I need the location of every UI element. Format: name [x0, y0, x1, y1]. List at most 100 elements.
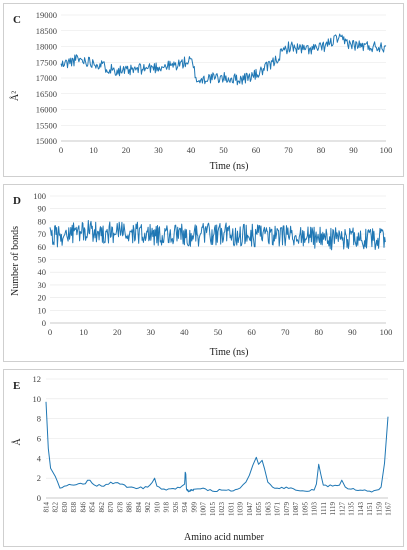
chart-e-xtick: 878 [116, 502, 124, 513]
chart-e-xtick: 1159 [375, 502, 383, 516]
chart-d-ytick: 50 [38, 255, 47, 265]
chart-e-ytick: 4 [37, 453, 42, 463]
chart-c-xtick: 80 [317, 145, 326, 155]
chart-e-xtick: 1079 [283, 502, 291, 517]
chart-c-xtick: 40 [187, 145, 196, 155]
chart-d-ytick: 80 [38, 216, 47, 226]
chart-e-xtick: 1023 [218, 502, 226, 517]
chart-d-ylabel: Number of bonds [10, 226, 21, 296]
chart-e-xtick: 862 [98, 502, 106, 513]
chart-e-xtick: 870 [107, 502, 115, 513]
chart-e-xtick: 1127 [338, 502, 346, 516]
chart-e-xtick: 918 [163, 502, 171, 513]
chart-e-xtick: 999 [190, 502, 198, 513]
chart-panel-c: C Å² Time (ns) 15000 15500 16000 16500 17000… [3, 3, 404, 177]
chart-c-xtick: 0 [59, 145, 63, 155]
chart-e-xtick: 1087 [292, 502, 300, 517]
chart-e-xtick: 894 [135, 502, 143, 513]
chart-c-panel-label: C [13, 14, 21, 26]
chart-e-xtick: 902 [144, 502, 152, 513]
chart-panel-e: E Å Amino acid number 0 2 4 6 8 10 12 814 822 830… [3, 369, 404, 547]
chart-d-ytick: 40 [38, 267, 47, 277]
chart-e-ytick: 0 [37, 493, 41, 503]
chart-c-xtick: 10 [89, 145, 98, 155]
chart-e-xtick: 910 [153, 502, 161, 513]
chart-e-xtick: 830 [61, 502, 69, 513]
chart-e-xtick: 1151 [366, 502, 374, 516]
chart-e-xtick: 1071 [274, 502, 282, 517]
chart-d-ytick: 10 [38, 305, 47, 315]
chart-e-xtick: 1047 [246, 502, 254, 517]
chart-c-ylabel: Å² [9, 91, 21, 101]
chart-c-svg: C Å² Time (ns) 15000 15500 16000 16500 17000… [9, 10, 393, 172]
chart-d-ytick: 60 [38, 242, 47, 252]
chart-e-xtick: 1119 [329, 502, 337, 516]
chart-c-xtick: 90 [349, 145, 358, 155]
chart-e-xtick: 886 [126, 502, 134, 513]
chart-e-xtick: 822 [52, 502, 60, 513]
chart-c-series-line [60, 33, 387, 86]
chart-d-xtick: 10 [79, 327, 88, 337]
chart-d-xtick: 70 [281, 327, 290, 337]
chart-e-xtick: 1143 [357, 502, 365, 516]
chart-e-xtick: 1039 [237, 502, 245, 517]
chart-c-ytick: 15500 [36, 120, 57, 130]
chart-d-ytick: 90 [38, 204, 47, 214]
chart-e-xtick: 1063 [264, 502, 272, 517]
chart-e-xtick: 1015 [209, 502, 217, 517]
chart-e-xtick: 1055 [255, 502, 263, 517]
chart-d-ytick: 0 [42, 318, 46, 328]
chart-c-xtick: 100 [380, 145, 393, 155]
chart-e-series-line [45, 401, 389, 493]
chart-d-ytick: 20 [38, 293, 47, 303]
chart-e-xtick: 854 [89, 502, 97, 513]
chart-c-ytick: 18500 [36, 26, 57, 36]
chart-e-xtick: 1167 [385, 502, 393, 516]
chart-c-xtick: 60 [252, 145, 261, 155]
chart-e-ytick: 6 [37, 434, 41, 444]
chart-e-svg: E Å Amino acid number 0 2 4 6 8 10 12 814 822 830… [11, 374, 393, 543]
chart-e-ytick: 8 [37, 414, 41, 424]
chart-c-ytick: 17000 [36, 73, 57, 83]
chart-e-ytick: 12 [33, 374, 42, 384]
chart-d-ytick: 70 [38, 229, 47, 239]
chart-c-xlabel: Time (ns) [210, 161, 249, 172]
chart-e-xtick: 1031 [227, 502, 235, 517]
chart-d-xtick: 60 [247, 327, 256, 337]
chart-d-xtick: 100 [380, 327, 393, 337]
chart-e-xlabel: Amino acid number [184, 532, 265, 543]
chart-e-xtick: 934 [181, 502, 189, 513]
chart-e-ytick: 10 [33, 394, 42, 404]
chart-panel-d: D Number of bonds Time (ns) 0 10 20 30 40 50 6… [3, 184, 404, 362]
chart-d-xtick: 80 [315, 327, 324, 337]
chart-e-xtick: 1135 [348, 502, 356, 516]
chart-e-xtick: 1007 [200, 502, 208, 517]
chart-e-ytick: 2 [37, 473, 41, 483]
chart-d-xtick: 0 [48, 327, 52, 337]
chart-d-series-line [49, 220, 386, 251]
chart-e-xtick: 1111 [320, 502, 328, 516]
chart-e-xtick: 838 [70, 502, 78, 513]
chart-e-xtick: 846 [79, 502, 87, 513]
chart-c-xtick: 20 [122, 145, 131, 155]
chart-d-ytick: 100 [33, 191, 46, 201]
chart-d-xtick: 50 [214, 327, 223, 337]
chart-c-ytick: 18000 [36, 42, 57, 52]
chart-d-xlabel: Time (ns) [210, 347, 249, 358]
chart-e-xtick: 1103 [311, 502, 319, 516]
chart-e-xtick: 814 [43, 502, 51, 513]
chart-c-ytick: 19000 [36, 10, 57, 20]
chart-d-svg: D Number of bonds Time (ns) 0 10 20 30 40 50 6… [10, 191, 393, 358]
chart-e-xtick: 926 [172, 502, 180, 513]
chart-c-xtick: 70 [284, 145, 293, 155]
chart-d-ytick: 30 [38, 280, 47, 290]
chart-c-ytick: 15000 [36, 136, 57, 146]
chart-e-ylabel: Å [11, 438, 23, 446]
chart-e-panel-label: E [13, 380, 20, 392]
chart-d-xtick: 40 [180, 327, 189, 337]
chart-c-ytick: 17500 [36, 57, 57, 67]
chart-d-xtick: 90 [348, 327, 357, 337]
chart-d-panel-label: D [13, 195, 21, 207]
chart-c-xtick: 30 [154, 145, 163, 155]
chart-c-ytick: 16500 [36, 89, 57, 99]
